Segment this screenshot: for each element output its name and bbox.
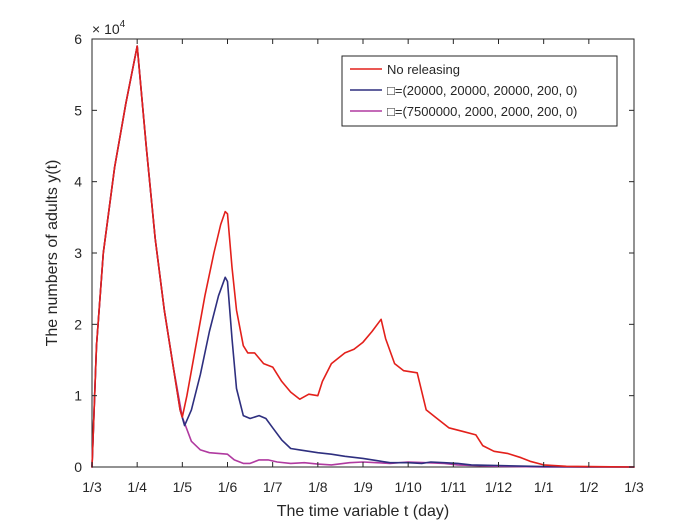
y-tick-label: 6 [74, 31, 82, 47]
legend-box [341, 55, 618, 127]
x-tick-label: 1/5 [173, 479, 193, 495]
x-tick-label: 1/3 [82, 479, 102, 495]
x-tick-label: 1/3 [624, 479, 644, 495]
legend-glyph: □ [387, 83, 395, 98]
x-tick-label: 1/12 [485, 479, 512, 495]
x-tick-label: 1/10 [395, 479, 422, 495]
series-layer [91, 45, 635, 468]
y-tick-label: 2 [74, 316, 82, 332]
y-multiplier-base: × 10 [92, 21, 120, 37]
x-tick-label: 1/9 [353, 479, 373, 495]
legend-label: □=(7500000, 2000, 2000, 200, 0) [387, 104, 577, 119]
y-axis-title: The numbers of adults y(t) [44, 160, 61, 347]
y-tick-label: 1 [74, 388, 82, 404]
x-axis: 1/3 1/4 1/5 1/6 1/7 1/8 1/9 1/10 1/11 1/12 1/1 1/2 1… [82, 39, 644, 495]
y-tick-label: 0 [74, 459, 82, 475]
x-tick-label: 1/8 [308, 479, 328, 495]
y-tick-label: 3 [74, 245, 82, 261]
x-tick-label: 1/11 [440, 479, 466, 495]
x-tick-label: 1/4 [127, 479, 147, 495]
x-axis-title: The time variable t (day) [277, 503, 450, 520]
y-tick-label: 4 [74, 174, 82, 190]
legend-label: □=(20000, 20000, 20000, 200, 0) [387, 83, 577, 98]
y-axis-multiplier: × 104 [92, 19, 126, 37]
legend: No releasing □=(20000, 20000, 20000, 200,… [341, 55, 618, 127]
x-tick-label: 1/1 [534, 479, 554, 495]
legend-series-name: =(7500000, 2000, 2000, 200, 0) [395, 104, 578, 119]
legend-glyph: □ [387, 104, 395, 119]
y-tick-label: 5 [74, 102, 82, 118]
legend-label: No releasing [387, 62, 460, 77]
x-tick-label: 1/6 [218, 479, 238, 495]
series-line [91, 45, 635, 468]
x-tick-label: 1/7 [263, 479, 283, 495]
legend-series-name: =(20000, 20000, 20000, 200, 0) [395, 83, 578, 98]
x-tick-label: 1/2 [579, 479, 599, 495]
y-axis: 0 1 2 3 4 5 6 [74, 31, 634, 475]
y-multiplier-exponent: 4 [120, 19, 126, 30]
